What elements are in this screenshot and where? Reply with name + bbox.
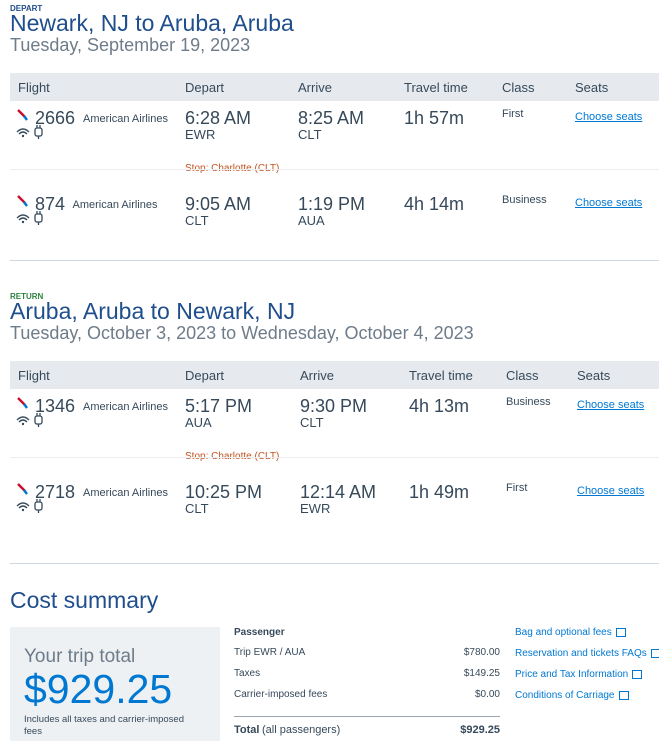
- choose-seats-link[interactable]: Choose seats: [577, 399, 645, 411]
- total-label: Your trip total: [24, 646, 136, 667]
- stop-info: Stop: Charlotte (CLT): [185, 163, 279, 174]
- arrive-code: EWR: [300, 501, 331, 516]
- choose-seats-link[interactable]: Choose seats: [577, 485, 645, 497]
- column-header: Flight: [18, 80, 50, 95]
- airline-name: American Airlines: [83, 113, 168, 125]
- info-link[interactable]: Price and Tax Information: [515, 669, 643, 680]
- arrive-code: CLT: [300, 415, 324, 430]
- info-link[interactable]: Reservation and tickets FAQs: [515, 648, 659, 659]
- cabin-class: First: [502, 108, 524, 120]
- column-header: Flight: [18, 368, 50, 383]
- column-header: Arrive: [298, 80, 332, 95]
- arrive-code: AUA: [298, 213, 325, 228]
- travel-time: 4h 13m: [409, 396, 470, 416]
- header-bar: [10, 361, 659, 389]
- header-bar: [10, 73, 659, 101]
- choose-seats-link[interactable]: Choose seats: [575, 197, 643, 209]
- column-header: Arrive: [300, 368, 334, 383]
- column-header: Travel time: [404, 80, 468, 95]
- flight-number: 874: [35, 194, 66, 214]
- airline-name: American Airlines: [72, 199, 158, 211]
- info-link[interactable]: Conditions of Carriage: [515, 690, 629, 701]
- total-row-label: Total: [234, 724, 260, 736]
- external-icon: [618, 690, 629, 700]
- depart-code: AUA: [185, 415, 212, 430]
- travel-time: 1h 49m: [409, 482, 470, 502]
- section-title: Aruba, Aruba to Newark, NJ: [10, 298, 296, 324]
- external-icon: [632, 669, 643, 679]
- depart-code: CLT: [185, 213, 209, 228]
- column-header: Seats: [575, 80, 609, 95]
- total-row-amount: $929.25: [460, 724, 500, 736]
- flight-icons: [16, 483, 43, 513]
- flight-number: 2718: [35, 482, 76, 502]
- airline-name: American Airlines: [83, 401, 168, 413]
- flight-icons: [16, 397, 43, 427]
- airline-name: American Airlines: [83, 487, 168, 499]
- section-label: DEPART: [10, 4, 43, 13]
- flight-icons: [16, 109, 43, 139]
- external-icon: [650, 648, 659, 658]
- flight-icons: [16, 195, 43, 225]
- depart-time: 9:05 AM: [185, 194, 252, 214]
- arrive-time: 1:19 PM: [298, 194, 366, 214]
- row-separator: [10, 457, 659, 458]
- depart-code: EWR: [185, 127, 216, 142]
- section-label: RETURN: [10, 292, 44, 301]
- total-box: [10, 627, 220, 741]
- total-amount: $929.25: [24, 666, 173, 712]
- row-separator: [10, 169, 659, 170]
- total-note: Includes all taxes and carrier-imposed f…: [24, 714, 184, 737]
- passenger-header: Passenger: [234, 627, 285, 638]
- section-separator: [10, 260, 659, 261]
- external-icon: [615, 627, 626, 637]
- info-link[interactable]: Bag and optional fees: [515, 627, 626, 638]
- column-header: Depart: [185, 80, 225, 95]
- column-header: Travel time: [409, 368, 473, 383]
- flight-number: 1346: [35, 396, 76, 416]
- section-separator: [10, 563, 659, 564]
- total-separator: [234, 716, 500, 717]
- arrive-time: 12:14 AM: [300, 482, 377, 502]
- column-header: Depart: [185, 368, 225, 383]
- fee-label: Carrier-imposed fees: [234, 689, 328, 700]
- depart-time: 10:25 PM: [185, 482, 263, 502]
- fee-label: Taxes: [234, 668, 261, 679]
- section-date: Tuesday, September 19, 2023: [10, 35, 251, 55]
- fee-amount: $0.00: [474, 689, 500, 700]
- column-header: Class: [502, 80, 535, 95]
- column-header: Class: [506, 368, 539, 383]
- column-header: Seats: [577, 368, 611, 383]
- depart-time: 6:28 AM: [185, 108, 252, 128]
- total-row-qualifier: (all passengers): [262, 724, 341, 736]
- cabin-class: Business: [502, 194, 547, 206]
- section-title: Newark, NJ to Aruba, Aruba: [10, 10, 294, 36]
- fee-label: Trip EWR / AUA: [234, 647, 306, 658]
- stop-info: Stop: Charlotte (CLT): [185, 451, 279, 462]
- depart-code: CLT: [185, 501, 209, 516]
- cabin-class: First: [506, 482, 528, 494]
- cabin-class: Business: [506, 396, 551, 408]
- arrive-time: 9:30 PM: [300, 396, 368, 416]
- travel-time: 4h 14m: [404, 194, 465, 214]
- arrive-code: CLT: [298, 127, 322, 142]
- flight-number: 2666: [35, 108, 76, 128]
- arrive-time: 8:25 AM: [298, 108, 365, 128]
- cost-title: Cost summary: [10, 587, 159, 613]
- section-date: Tuesday, October 3, 2023 to Wednesday, O…: [10, 323, 474, 343]
- fee-amount: $149.25: [463, 668, 500, 679]
- fee-amount: $780.00: [463, 647, 500, 658]
- depart-time: 5:17 PM: [185, 396, 253, 416]
- travel-time: 1h 57m: [404, 108, 465, 128]
- choose-seats-link[interactable]: Choose seats: [575, 111, 643, 123]
